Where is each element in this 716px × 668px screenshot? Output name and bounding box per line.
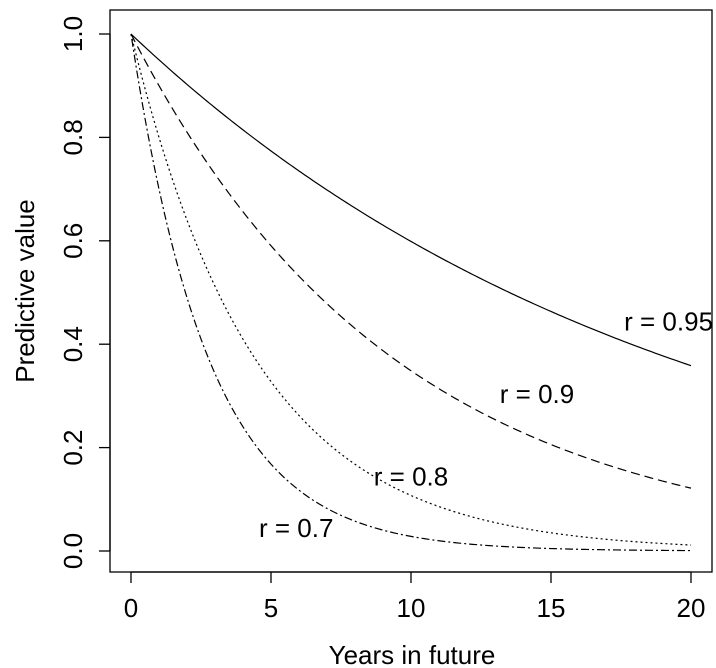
x-tick-label: 5 xyxy=(264,593,278,623)
x-tick-label: 10 xyxy=(397,593,426,623)
curve-labels: r = 0.95 r = 0.9 r = 0.8 r = 0.7 xyxy=(259,306,713,543)
y-tick-label: 0.8 xyxy=(58,119,88,155)
y-tick-label: 0.4 xyxy=(58,326,88,362)
curves xyxy=(130,33,692,552)
series-line-1 xyxy=(130,33,692,489)
curve-label: r = 0.8 xyxy=(374,461,448,491)
curve-label: r = 0.95 xyxy=(624,306,713,336)
x-tick-label: 20 xyxy=(677,593,706,623)
x-tick-label: 0 xyxy=(124,593,138,623)
series-line-3 xyxy=(130,33,692,552)
x-axis-title: Years in future xyxy=(329,640,496,668)
y-tick-label: 1.0 xyxy=(58,16,88,52)
x-tick-label: 15 xyxy=(537,593,566,623)
y-tick-label: 0.0 xyxy=(58,533,88,569)
curve-label: r = 0.7 xyxy=(259,513,333,543)
y-tick-label: 0.2 xyxy=(58,430,88,466)
curve-label: r = 0.9 xyxy=(500,379,574,409)
x-axis: 0 5 10 15 20 xyxy=(124,571,706,623)
y-tick-label: 0.6 xyxy=(58,223,88,259)
y-axis-title: Predictive value xyxy=(10,199,40,383)
y-axis: 0.0 0.2 0.4 0.6 0.8 1.0 xyxy=(58,16,111,569)
series-line-0 xyxy=(130,33,692,367)
